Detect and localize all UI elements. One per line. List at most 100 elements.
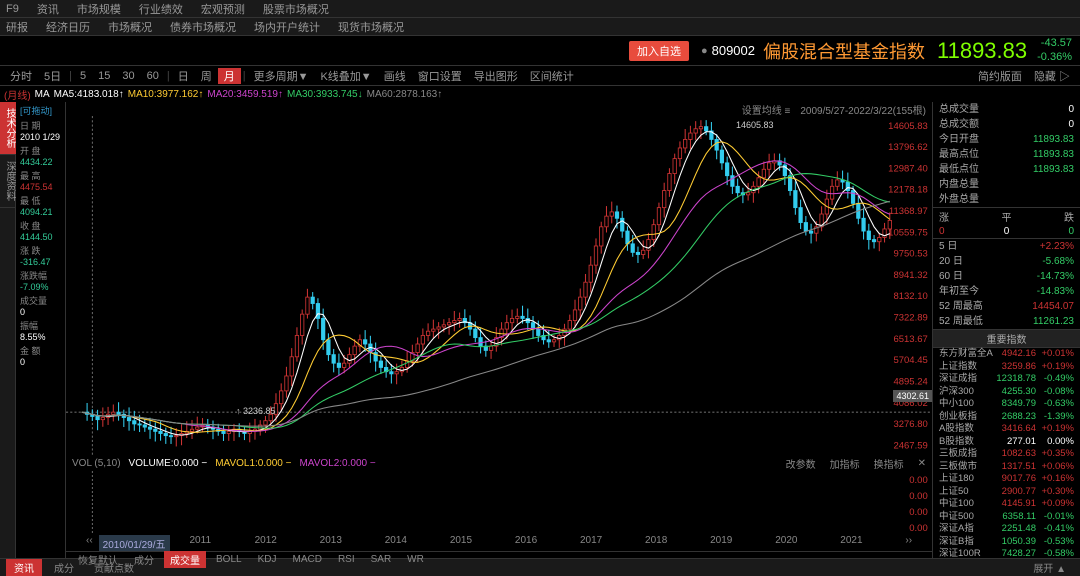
period-30[interactable]: 30: [116, 70, 140, 82]
ohlc-panel[interactable]: [可拖动]日 期2010 1/29开 盘4434.22最 高4475.54最 低…: [16, 102, 66, 558]
perf-row: 52 周最低11261.23: [933, 314, 1080, 329]
ma-value: MA30:3933.745↓: [287, 89, 363, 100]
sub-menu: 研报 经济日历 市场概况 债券市场概况 场内开户统计 现货市场概况: [0, 18, 1080, 36]
nav-right[interactable]: ››: [905, 535, 912, 551]
vol-action[interactable]: 换指标: [874, 456, 904, 471]
sub-menu-item[interactable]: 研报: [6, 19, 28, 35]
index-row[interactable]: 中小1008349.79-0.63%: [933, 398, 1080, 411]
ohlc-label: 日 期: [20, 119, 61, 132]
ohlc-label: 收 盘: [20, 219, 61, 232]
chart-tool[interactable]: 更多周期▼: [248, 68, 315, 84]
ma-value: MA60:2878.163↑: [367, 89, 443, 100]
last-price: 11893.83: [937, 38, 1027, 64]
view-toggle[interactable]: 隐藏 ▷: [1028, 68, 1076, 84]
svg-text:8941.32: 8941.32: [893, 270, 927, 281]
indicator-MACD[interactable]: MACD: [286, 553, 327, 566]
chart-tool[interactable]: 区间统计: [524, 68, 580, 84]
perf-row: 20 日-5.68%: [933, 254, 1080, 269]
svg-text:2467.59: 2467.59: [893, 440, 927, 451]
index-row[interactable]: B股指数277.010.00%: [933, 436, 1080, 449]
perf-row: 年初至今-14.83%: [933, 284, 1080, 299]
ohlc-value: 4144.50: [20, 232, 61, 242]
sub-menu-item[interactable]: 场内开户统计: [254, 19, 320, 35]
index-row[interactable]: 上证指数3259.86+0.19%: [933, 361, 1080, 374]
sub-menu-item[interactable]: 市场概况: [108, 19, 152, 35]
sub-menu-item[interactable]: 经济日历: [46, 19, 90, 35]
top-menu-item[interactable]: 市场规模: [77, 1, 121, 17]
restore-default[interactable]: 恢复默认: [72, 551, 124, 568]
index-row[interactable]: 上证502900.77+0.30%: [933, 486, 1080, 499]
index-row[interactable]: 创业板指2688.23-1.39%: [933, 411, 1080, 424]
sub-menu-item[interactable]: 现货市场概况: [338, 19, 404, 35]
svg-text:12178.18: 12178.18: [888, 185, 928, 196]
top-menu-item[interactable]: 股票市场概况: [263, 1, 329, 17]
svg-text:0.00: 0.00: [909, 523, 928, 533]
vol-value: VOLUME:0.000 −: [129, 458, 208, 469]
index-row[interactable]: 深证成指12318.78-0.49%: [933, 373, 1080, 386]
header-bar: 加入自选 ● 809002 偏股混合型基金指数 11893.83 -43.57 …: [0, 36, 1080, 66]
summary-row: 内盘总量: [933, 177, 1080, 192]
vol-action[interactable]: 改参数: [786, 456, 816, 471]
indicator-成交量[interactable]: 成交量: [164, 551, 206, 568]
ohlc-label: 振幅: [20, 319, 61, 332]
ohlc-label: 涨 跌: [20, 244, 61, 257]
expand-button[interactable]: 展开 ▲: [1025, 559, 1074, 576]
chart-tool[interactable]: 画线: [378, 68, 412, 84]
index-row[interactable]: 深证100R7428.27-0.58%: [933, 548, 1080, 558]
period-60[interactable]: 60: [141, 70, 165, 82]
chart-tool[interactable]: K线叠加▼: [314, 68, 377, 84]
candlestick-chart[interactable]: 14605.8313796.6212987.4012178.1811368.97…: [66, 116, 932, 457]
period-分时[interactable]: 分时: [4, 68, 38, 84]
cursor-date: 2010/01/29/五: [99, 535, 170, 551]
index-row[interactable]: 沪深3004255.30-0.08%: [933, 386, 1080, 399]
chart-header: 设置均线 ≡ 2009/5/27-2022/3/22(155根): [66, 102, 932, 116]
vol-action[interactable]: ✕: [918, 458, 926, 469]
view-toggle[interactable]: 简约版面: [972, 68, 1028, 84]
indicator-RSI[interactable]: RSI: [332, 553, 361, 566]
indicator-KDJ[interactable]: KDJ: [252, 553, 283, 566]
top-menu-item[interactable]: 宏观预测: [201, 1, 245, 17]
indicator-SAR[interactable]: SAR: [365, 553, 398, 566]
index-row[interactable]: 三板做市1317.51+0.06%: [933, 461, 1080, 474]
index-row[interactable]: 深证B指1050.39-0.53%: [933, 536, 1080, 549]
chart-tool[interactable]: 窗口设置: [412, 68, 468, 84]
period-月[interactable]: 月: [218, 68, 241, 84]
add-watchlist-button[interactable]: 加入自选: [629, 41, 689, 61]
volume-chart[interactable]: 0.000.000.000.00: [66, 471, 932, 535]
ohlc-value: 4475.54: [20, 182, 61, 192]
index-row[interactable]: 三板成指1082.63+0.35%: [933, 448, 1080, 461]
indices-header: 重要指数: [933, 329, 1080, 348]
indicator-成分[interactable]: 成分: [128, 551, 160, 568]
svg-text:7322.89: 7322.89: [893, 313, 927, 324]
index-row[interactable]: 中证1004145.91+0.09%: [933, 498, 1080, 511]
svg-text:13796.62: 13796.62: [888, 142, 928, 153]
chart-tool[interactable]: 导出图形: [468, 68, 524, 84]
top-menu-item[interactable]: F9: [6, 3, 19, 15]
ma-settings-button[interactable]: 设置均线 ≡: [742, 102, 791, 116]
sub-menu-item[interactable]: 债券市场概况: [170, 19, 236, 35]
top-menu-item[interactable]: 资讯: [37, 1, 59, 17]
svg-text:14605.83: 14605.83: [888, 121, 928, 132]
price-tag: 4302.61: [893, 390, 932, 402]
period-15[interactable]: 15: [92, 70, 116, 82]
vol-action[interactable]: 加指标: [830, 456, 860, 471]
ohlc-label: 最 低: [20, 194, 61, 207]
index-row[interactable]: 上证1809017.76+0.16%: [933, 473, 1080, 486]
year-label: 2018: [645, 535, 710, 551]
period-周[interactable]: 周: [195, 68, 218, 84]
bottom-tab-资讯[interactable]: 资讯: [6, 559, 42, 576]
summary-row: 今日开盘11893.83: [933, 132, 1080, 147]
index-row[interactable]: 东方财富全A4942.16+0.01%: [933, 348, 1080, 361]
index-row[interactable]: A股指数3416.64+0.19%: [933, 423, 1080, 436]
period-日[interactable]: 日: [172, 68, 195, 84]
period-5[interactable]: 5: [74, 70, 92, 82]
nav-left[interactable]: ‹‹: [86, 535, 93, 551]
index-row[interactable]: 中证5006358.11-0.01%: [933, 511, 1080, 524]
indicator-WR[interactable]: WR: [401, 553, 430, 566]
period-5日[interactable]: 5日: [38, 68, 67, 84]
ma-value: MA20:3459.519↑: [207, 89, 283, 100]
index-row[interactable]: 深证A指2251.48-0.41%: [933, 523, 1080, 536]
drag-handle[interactable]: [可拖动]: [20, 104, 61, 117]
top-menu-item[interactable]: 行业绩效: [139, 1, 183, 17]
indicator-BOLL[interactable]: BOLL: [210, 553, 248, 566]
